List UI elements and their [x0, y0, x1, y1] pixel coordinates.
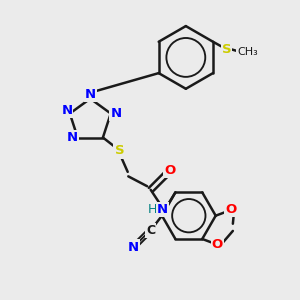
Text: N: N [157, 203, 168, 216]
Text: S: S [115, 145, 124, 158]
Text: CH₃: CH₃ [237, 47, 258, 57]
Text: O: O [225, 203, 236, 216]
Text: N: N [85, 88, 96, 101]
Text: O: O [212, 238, 223, 251]
Text: S: S [222, 43, 231, 56]
Text: N: N [110, 107, 122, 120]
Text: H: H [148, 203, 157, 216]
Text: O: O [164, 164, 176, 177]
Text: N: N [61, 104, 72, 117]
Text: N: N [128, 241, 139, 254]
Text: C: C [146, 224, 155, 237]
Text: N: N [67, 131, 78, 144]
